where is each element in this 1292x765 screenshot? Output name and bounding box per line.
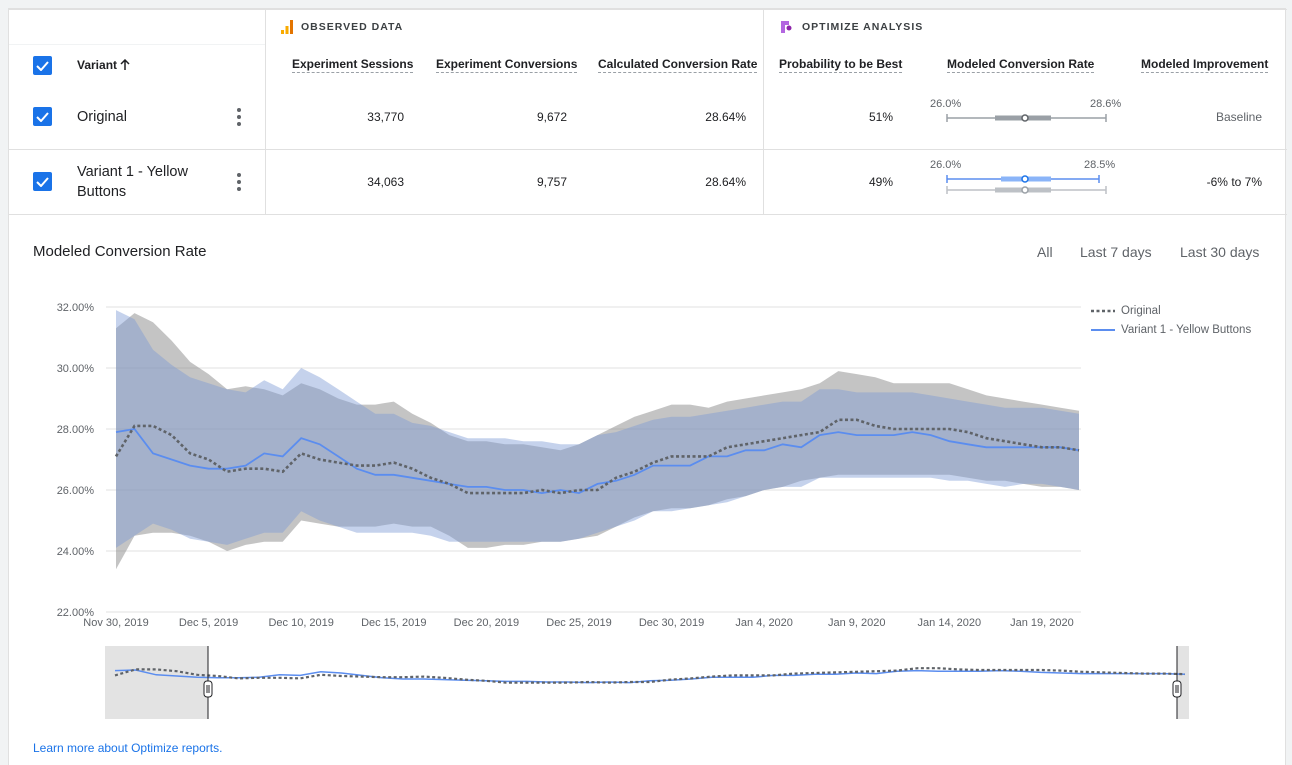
optimize-analysis-header: OPTIMIZE ANALYSIS [780, 9, 923, 45]
conversions-value: 9,757 [536, 175, 567, 189]
sort-arrow-up-icon [120, 59, 130, 70]
col-divider-2 [763, 9, 764, 214]
modeled-improvement-column-header[interactable]: Modeled Improvement [1141, 57, 1269, 73]
dotted-line-icon [1091, 309, 1115, 313]
calc-rate-column-header[interactable]: Calculated Conversion Rate [598, 57, 758, 73]
x-tick-label: Jan 19, 2020 [1010, 617, 1074, 629]
left-drag-handle-icon [203, 680, 213, 698]
prob-best-value: 49% [868, 175, 893, 189]
navigator-variant-line [114, 669, 1186, 684]
original-range-bar [946, 114, 1107, 122]
original-confidence-band [116, 313, 1079, 570]
header-shade [9, 44, 265, 45]
y-tick-label: 26.00% [57, 485, 95, 497]
y-tick-label: 32.00% [57, 302, 95, 314]
report-card: OBSERVED DATA OPTIMIZE ANALYSIS Variant … [8, 8, 1287, 765]
more-options-icon[interactable] [236, 173, 242, 191]
x-tick-label: Jan 9, 2020 [828, 617, 886, 629]
x-tick-label: Dec 5, 2019 [179, 617, 238, 629]
original-series-line [114, 418, 1080, 495]
improvement-value: Baseline [1215, 110, 1262, 124]
more-options-icon[interactable] [236, 108, 242, 126]
range-low-label: 26.0% [930, 159, 962, 171]
range-7-days-link[interactable]: Last 7 days [1080, 244, 1152, 260]
x-tick-label: Dec 30, 2019 [639, 617, 704, 629]
conversions-value: 9,672 [536, 110, 567, 124]
row-checkbox-original[interactable] [33, 107, 52, 126]
range-high-label: 28.6% [1090, 98, 1122, 110]
variant-column-header[interactable]: Variant [77, 58, 131, 72]
solid-line-icon [1091, 329, 1115, 331]
range-all-link[interactable]: All [1037, 244, 1053, 260]
y-tick-label: 30.00% [57, 363, 95, 375]
legend-variant-1[interactable]: Variant 1 - Yellow Buttons [1091, 324, 1251, 336]
x-tick-label: Dec 10, 2019 [268, 617, 333, 629]
x-tick-label: Jan 14, 2020 [918, 617, 982, 629]
prob-best-column-header[interactable]: Probability to be Best [779, 57, 903, 73]
right-drag-handle-icon [1172, 680, 1182, 698]
range-high-label: 28.5% [1084, 159, 1116, 171]
x-tick-label: Dec 25, 2019 [546, 617, 611, 629]
row-divider-1 [9, 149, 1287, 150]
select-all-checkbox[interactable] [33, 56, 52, 75]
navigator-mask-right [1177, 646, 1189, 719]
optimize-icon [780, 20, 794, 34]
conversions-column-header[interactable]: Experiment Conversions [436, 57, 578, 73]
x-tick-label: Nov 30, 2019 [83, 617, 148, 629]
modeled-rate-column-header[interactable]: Modeled Conversion Rate [947, 57, 1095, 73]
variant-name: Variant 1 - Yellow Buttons [77, 164, 188, 200]
variant-name: Original [77, 109, 127, 125]
top-border [9, 9, 1287, 10]
optimize-analysis-title: OPTIMIZE ANALYSIS [802, 21, 924, 33]
calc-rate-value: 28.64% [705, 110, 746, 124]
chart-title: Modeled Conversion Rate [33, 243, 207, 260]
range-30-days-link[interactable]: Last 30 days [1180, 244, 1260, 260]
x-tick-label: Dec 20, 2019 [454, 617, 519, 629]
learn-more-link[interactable]: Learn more about Optimize reports. [33, 741, 223, 755]
col-divider-1 [265, 9, 266, 214]
variant-confidence-band [116, 310, 1079, 548]
row-checkbox-variant-1[interactable] [33, 172, 52, 191]
row-divider-2 [9, 214, 1287, 215]
observed-data-title: OBSERVED DATA [301, 21, 404, 33]
variant-series-line [115, 428, 1080, 495]
improvement-value: -6% to 7% [1206, 175, 1262, 189]
variant-header-label: Variant [77, 58, 118, 72]
x-tick-label: Jan 4, 2020 [735, 617, 793, 629]
navigator-mask-left [105, 646, 208, 719]
y-tick-label: 24.00% [57, 546, 95, 558]
prob-best-value: 51% [868, 110, 893, 124]
y-tick-label: 22.00% [57, 607, 95, 619]
calc-rate-value: 28.64% [705, 175, 746, 189]
modeled-conversion-rate-chart: 32.00% 30.00% 28.00% 26.00% 24.00% 22.00%Nov … [57, 302, 1081, 629]
legend-label: Original [1121, 305, 1161, 317]
legend-original[interactable]: Original [1091, 305, 1161, 317]
sessions-value: 34,063 [367, 175, 404, 189]
analytics-icon [281, 20, 293, 34]
observed-data-header: OBSERVED DATA [281, 9, 403, 45]
legend-label: Variant 1 - Yellow Buttons [1121, 324, 1252, 336]
x-tick-label: Dec 15, 2019 [361, 617, 426, 629]
sessions-column-header[interactable]: Experiment Sessions [292, 57, 414, 73]
range-low-label: 26.0% [930, 98, 962, 110]
y-tick-label: 28.00% [57, 424, 95, 436]
variant-range-bars [946, 175, 1107, 194]
sessions-value: 33,770 [367, 110, 404, 124]
range-navigator[interactable] [105, 646, 1189, 719]
